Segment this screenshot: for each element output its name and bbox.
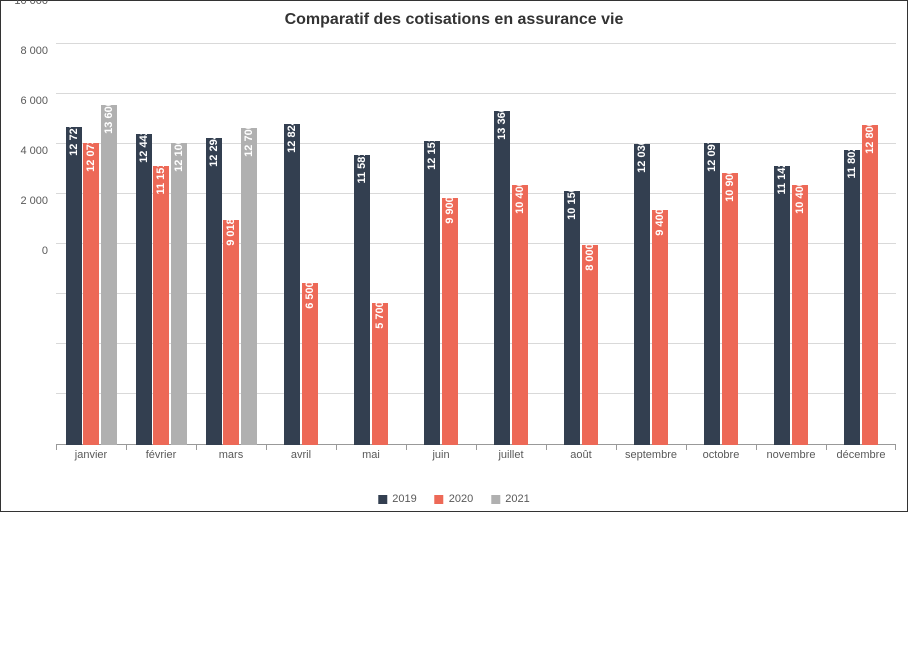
bar: 6 500	[302, 283, 318, 446]
x-tick-label: avril	[266, 449, 336, 461]
bar: 12 700	[241, 128, 257, 446]
bar-value-label: 8 000	[584, 243, 596, 271]
month-group: 12 2949 01812 700	[196, 45, 266, 445]
bar: 12 727	[66, 127, 82, 445]
chart-plot-area: 12 72712 07313 60012 44211 15112 10012 2…	[56, 45, 896, 445]
bar: 9 018	[223, 220, 239, 445]
month-group: 12 72712 07313 600	[56, 45, 126, 445]
month-group: 12 824 6 500	[266, 45, 336, 445]
legend-item: 2021	[491, 493, 529, 505]
legend-label: 2019	[392, 493, 416, 505]
x-tick-label: juin	[406, 449, 476, 461]
bar-value-label: 12 442	[138, 129, 150, 163]
bar-value-label: 10 400	[514, 180, 526, 214]
bar-value-label: 10 400	[794, 180, 806, 214]
x-axis-labels: janvierfévriermarsavrilmaijuinjuilletaoû…	[56, 449, 896, 461]
bar: 12 036	[634, 144, 650, 445]
bar: 11 142	[774, 166, 790, 445]
bar-value-label: 12 100	[173, 138, 185, 172]
legend-swatch	[378, 495, 387, 504]
bar: 5 700	[372, 303, 388, 446]
month-group: 12 09710 900	[686, 45, 756, 445]
x-tick-label: janvier	[56, 449, 126, 461]
bar-value-label: 10 150	[566, 186, 578, 220]
legend: 2019 2020 2021	[378, 493, 529, 505]
bar-value-label: 12 727	[68, 122, 80, 156]
bar: 13 600	[101, 105, 117, 445]
bar-value-label: 10 900	[724, 168, 736, 202]
bar-value-label: 9 900	[444, 196, 456, 224]
bar-value-label: 11 142	[776, 162, 788, 195]
x-tick-label: octobre	[686, 449, 756, 461]
bar: 12 151	[424, 141, 440, 445]
bar-value-label: 9 400	[654, 208, 666, 236]
month-group: 12 036 9 400	[616, 45, 686, 445]
bar-value-label: 12 151	[426, 136, 438, 170]
month-group: 11 581 5 700	[336, 45, 406, 445]
x-tick-label: mai	[336, 449, 406, 461]
chart-title: Comparatif des cotisations en assurance …	[1, 1, 907, 29]
legend-item: 2020	[435, 493, 473, 505]
bar: 10 900	[722, 173, 738, 446]
bar-value-label: 11 802	[846, 145, 858, 178]
bar: 12 073	[83, 143, 99, 445]
bar-value-label: 12 700	[243, 123, 255, 157]
bar: 10 150	[564, 191, 580, 445]
bar-value-label: 12 294	[208, 133, 220, 167]
month-group: 13 36610 400	[476, 45, 546, 445]
legend-item: 2019	[378, 493, 416, 505]
x-tick-label: mars	[196, 449, 266, 461]
bar-value-label: 12 073	[85, 138, 97, 172]
gridline	[56, 43, 896, 44]
month-group: 12 151 9 900	[406, 45, 476, 445]
bar-value-label: 12 036	[636, 139, 648, 173]
x-tick-label: février	[126, 449, 196, 461]
x-tick-label: septembre	[616, 449, 686, 461]
bar-value-label: 9 018	[225, 218, 237, 246]
legend-swatch	[491, 495, 500, 504]
x-tick-label: novembre	[756, 449, 826, 461]
bar-value-label: 12 824	[286, 120, 298, 154]
bar: 11 581	[354, 155, 370, 445]
bar: 8 000	[582, 245, 598, 445]
legend-label: 2021	[505, 493, 529, 505]
month-group: 11 14210 400	[756, 45, 826, 445]
bar-value-label: 11 151	[155, 162, 167, 195]
bar-value-label: 12 800	[864, 120, 876, 154]
legend-swatch	[435, 495, 444, 504]
bar-value-label: 11 581	[356, 151, 368, 184]
x-tick-label: juillet	[476, 449, 546, 461]
bar: 13 366	[494, 111, 510, 445]
bar-value-label: 5 700	[374, 301, 386, 329]
month-group: 10 150 8 000	[546, 45, 616, 445]
bar: 12 800	[862, 125, 878, 445]
bar: 9 400	[652, 210, 668, 445]
month-group: 11 80212 800	[826, 45, 896, 445]
bar-value-label: 13 366	[496, 106, 508, 140]
x-tick-label: décembre	[826, 449, 896, 461]
legend-label: 2020	[449, 493, 473, 505]
month-group: 12 44211 15112 100	[126, 45, 196, 445]
bar: 12 442	[136, 134, 152, 445]
bar: 11 802	[844, 150, 860, 445]
bar: 9 900	[442, 198, 458, 446]
bar: 10 400	[512, 185, 528, 445]
y-tick-label: 16 000	[0, 0, 48, 245]
bar-value-label: 12 097	[706, 138, 718, 172]
bar-value-label: 13 600	[103, 100, 115, 134]
bar: 12 100	[171, 143, 187, 446]
bar: 12 824	[284, 124, 300, 445]
bar: 12 097	[704, 143, 720, 445]
bar: 12 294	[206, 138, 222, 445]
x-tick-label: août	[546, 449, 616, 461]
bar: 10 400	[792, 185, 808, 445]
bar: 11 151	[153, 166, 169, 445]
bar-value-label: 6 500	[304, 281, 316, 309]
